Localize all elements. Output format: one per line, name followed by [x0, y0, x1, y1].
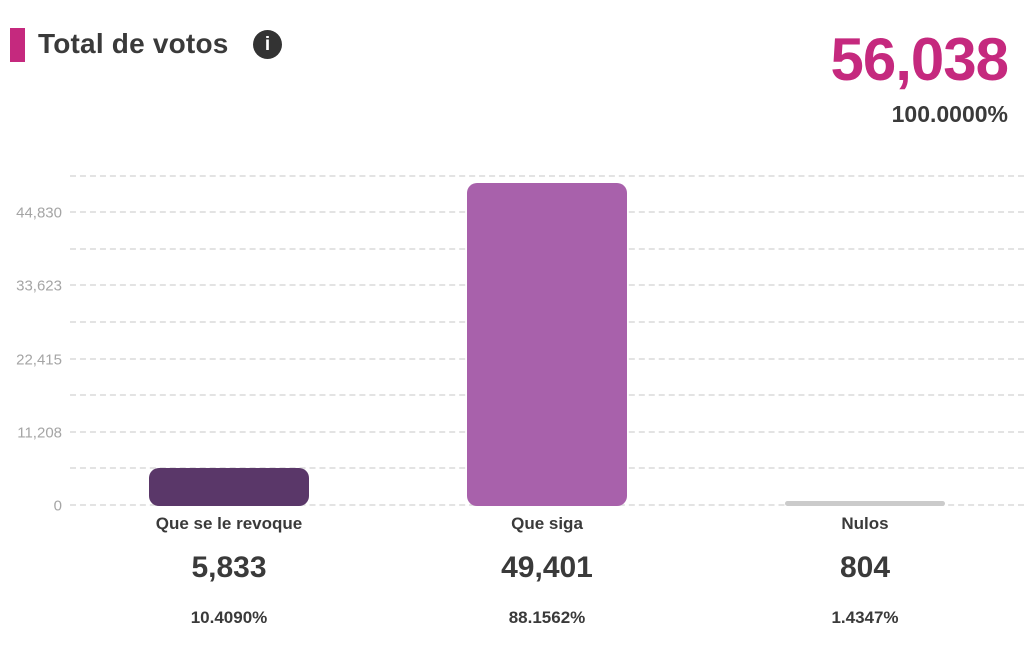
percent-label: 1.4347%	[831, 608, 899, 627]
plot-area	[70, 159, 1024, 506]
page-title: Total de votos	[38, 28, 229, 59]
bar-nulos[interactable]	[784, 500, 945, 506]
info-icon[interactable]: i	[253, 30, 282, 59]
y-tick-label: 44,830	[16, 204, 62, 222]
value-label: 49,401	[501, 551, 593, 584]
bar-que-se-le-revoque[interactable]	[149, 467, 309, 506]
value-labels-row: 5,833 49,401 804	[70, 551, 1024, 585]
info-icon-glyph: i	[264, 33, 271, 55]
title-accent-marker	[10, 28, 25, 62]
total-votes-value: 56,038	[830, 26, 1009, 93]
value-label: 5,833	[191, 551, 267, 584]
category-label: Nulos	[841, 514, 889, 533]
category-label: Que siga	[511, 514, 583, 533]
percent-labels-row: 10.4090% 88.1562% 1.4347%	[70, 608, 1024, 628]
value-label: 804	[839, 551, 891, 584]
y-tick-label: 33,623	[16, 277, 62, 295]
gridline	[70, 174, 1024, 177]
y-tick-label: 0	[53, 497, 62, 515]
totals-block: 56,038 100.0000%	[830, 26, 1009, 128]
y-tick-label: 11,208	[17, 424, 62, 442]
y-tick-label: 22,415	[16, 351, 62, 369]
total-votes-percent: 100.0000%	[891, 101, 1008, 127]
category-labels-row: Que se le revoque Que siga Nulos	[70, 514, 1024, 534]
percent-label: 10.4090%	[190, 608, 268, 627]
y-axis: 0 11,208 22,415 33,623 44,830	[0, 159, 62, 514]
bar-que-siga[interactable]	[467, 183, 627, 506]
percent-label: 88.1562%	[508, 608, 586, 627]
category-label: Que se le revoque	[155, 514, 303, 533]
